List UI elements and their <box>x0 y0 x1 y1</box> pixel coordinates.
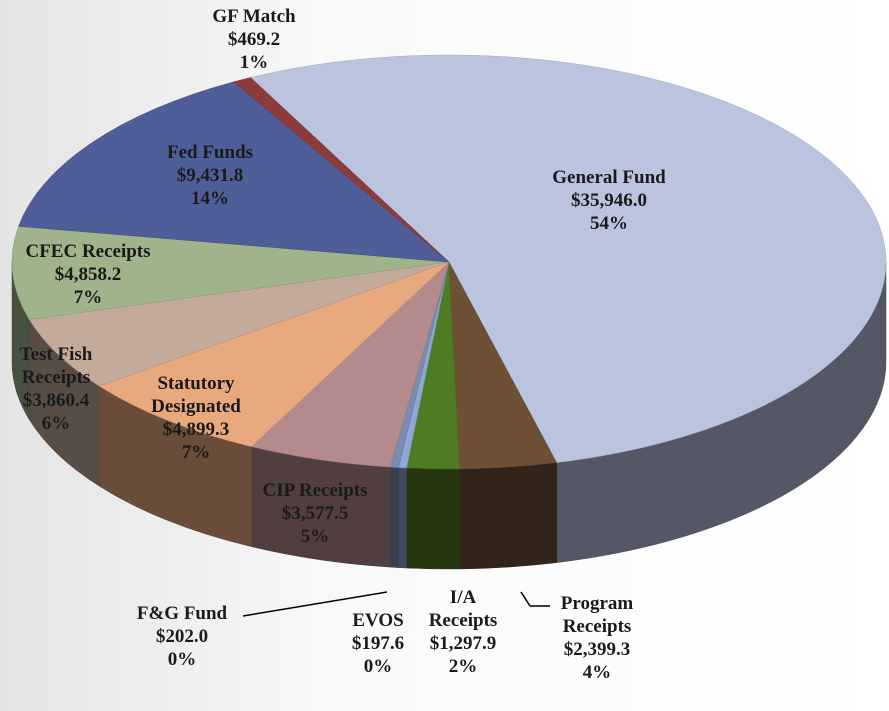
slice <box>250 261 450 468</box>
slice-label: EVOS $197.6 0% <box>348 609 408 678</box>
slice-percent: 7% <box>181 442 211 463</box>
slice-percent: 1% <box>239 52 269 73</box>
slice-percent: 0% <box>167 649 197 670</box>
slice <box>233 77 450 263</box>
slice-value: $1,297.9 <box>429 633 497 654</box>
slice-side <box>459 462 557 570</box>
slice-name: Fed Funds <box>166 142 254 163</box>
slice <box>18 81 450 263</box>
slice-value: $4,858.2 <box>54 264 122 285</box>
slice <box>28 261 450 387</box>
slice-value: $9,431.8 <box>176 165 244 186</box>
slice-name: GF Match <box>212 6 296 27</box>
slice-value: $202.0 <box>155 626 209 647</box>
slice-percent: 4% <box>582 662 612 683</box>
slice-name: Statutory Designated <box>151 373 241 417</box>
slice-percent: 7% <box>73 287 103 308</box>
slice-value: $469.2 <box>227 29 281 50</box>
slice-name: I/A Receipts <box>428 587 498 631</box>
slice <box>11 226 450 320</box>
slice-name: General Fund <box>552 167 666 188</box>
slice-percent: 6% <box>41 413 71 434</box>
slice-percent: 5% <box>300 526 330 547</box>
slice-label: Fed Funds $9,431.8 14% <box>135 141 285 210</box>
slice-value: $197.6 <box>351 633 405 654</box>
slice-label: Test Fish Receipts $3,860.4 6% <box>6 343 106 435</box>
slice-percent: 54% <box>590 213 628 234</box>
leader-line <box>520 591 531 607</box>
leader-line <box>242 591 388 617</box>
slice-value: $35,946.0 <box>571 190 647 211</box>
slice-value: $2,399.3 <box>563 639 631 660</box>
slice-value: $4,899.3 <box>162 419 230 440</box>
slice-label: GF Match $469.2 1% <box>179 5 329 74</box>
slice-percent: 14% <box>191 188 229 209</box>
slice-label: I/A Receipts $1,297.9 2% <box>418 586 508 678</box>
slice-side <box>406 467 460 570</box>
slice-name: F&G Fund <box>136 603 228 624</box>
slice-name: CFEC Receipts <box>25 241 151 262</box>
slice-label: General Fund $35,946.0 54% <box>509 166 709 235</box>
slice-value: $3,860.4 <box>22 390 90 411</box>
slice-name: Program Receipts <box>560 593 634 637</box>
slice-label: CFEC Receipts $4,858.2 7% <box>3 240 173 309</box>
slice-label: F&G Fund $202.0 0% <box>122 602 242 671</box>
slice <box>250 54 887 463</box>
slice-name: EVOS <box>352 610 404 631</box>
slice-label: CIP Receipts $3,577.5 5% <box>235 479 395 548</box>
slice-label: Statutory Designated $4,899.3 7% <box>136 372 256 464</box>
slice-percent: 0% <box>363 656 393 677</box>
slice-side <box>398 467 407 569</box>
slice-name: CIP Receipts <box>262 480 368 501</box>
slice-percent: 2% <box>448 656 478 677</box>
slice-value: $3,577.5 <box>281 503 349 524</box>
slice <box>98 261 450 447</box>
slice-label: Program Receipts $2,399.3 4% <box>547 592 647 684</box>
slice-name: Test Fish Receipts <box>19 344 93 388</box>
